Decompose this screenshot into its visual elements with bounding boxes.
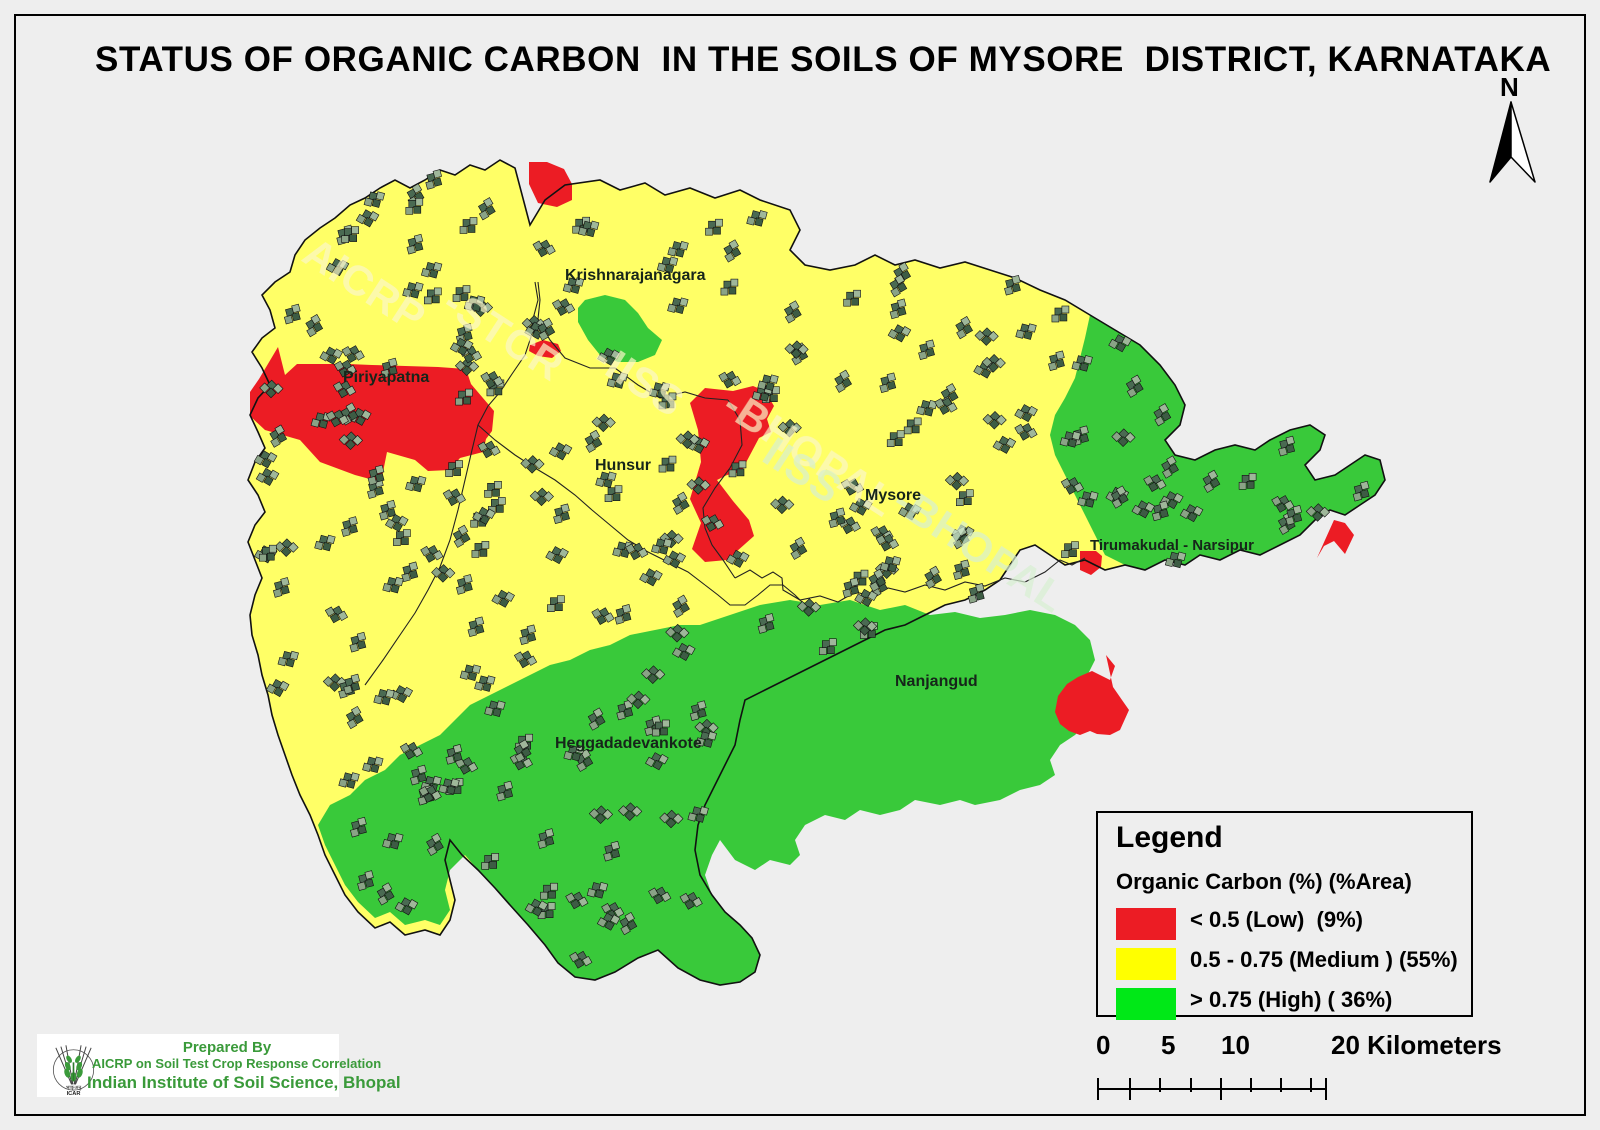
svg-text:Piriyapatna: Piriyapatna: [343, 369, 429, 386]
svg-text:N: N: [1500, 72, 1519, 102]
svg-text:Hunsur: Hunsur: [595, 457, 651, 474]
svg-text:Krishnarajanagara: Krishnarajanagara: [565, 267, 706, 284]
svg-text:Nanjangud: Nanjangud: [895, 673, 978, 690]
svg-text:Tirumakudal - Narsipur: Tirumakudal - Narsipur: [1090, 537, 1254, 554]
svg-text:Mysore: Mysore: [865, 487, 921, 504]
svg-text:Heggadadevankote: Heggadadevankote: [555, 735, 702, 752]
